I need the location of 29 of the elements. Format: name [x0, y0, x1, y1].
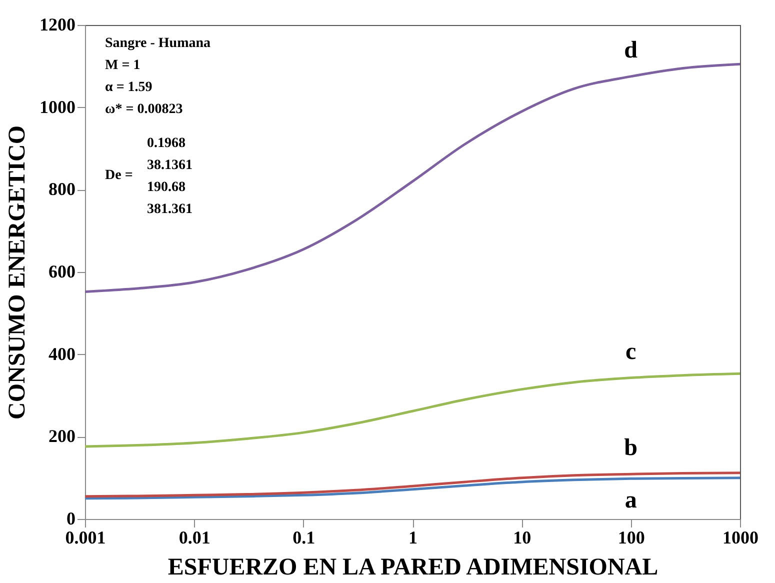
x-tick-label: 0.01: [178, 528, 210, 548]
x-tick-label: 100: [618, 528, 645, 548]
annotation: 38.1361: [147, 158, 192, 173]
y-tick-label: 400: [48, 344, 76, 364]
annotation: De =: [105, 168, 133, 183]
x-tick-label: 0.1: [292, 528, 316, 548]
annotation: 190.68: [147, 180, 186, 195]
y-tick-label: 1000: [40, 96, 76, 117]
x-axis-title: ESFUERZO EN LA PARED ADIMENSIONAL: [168, 554, 658, 580]
x-tick-label: 10: [513, 528, 532, 548]
annotation: M = 1: [105, 58, 140, 73]
annotation: ω* = 0.00823: [105, 102, 183, 117]
y-tick-label: 200: [48, 426, 76, 446]
y-tick-label: 800: [48, 179, 76, 200]
series-label: d: [624, 37, 638, 64]
series-label: a: [624, 488, 637, 514]
y-axis-title: CONSUMO ENERGETICO: [4, 125, 30, 420]
annotation: α = 1.59: [105, 80, 152, 95]
series-label: b: [624, 435, 638, 462]
y-tick-label: 600: [48, 262, 76, 282]
annotation: 381.361: [147, 202, 192, 217]
x-tick-label: 0.001: [65, 528, 106, 548]
series-label: c: [626, 338, 637, 365]
x-tick-label: 1000: [722, 528, 758, 548]
annotation: 0.1968: [147, 136, 186, 151]
x-tick-label: 1: [408, 528, 418, 548]
y-tick-label: 1200: [40, 14, 76, 34]
annotation: Sangre - Humana: [105, 36, 211, 51]
y-tick-label: 0: [66, 508, 76, 528]
